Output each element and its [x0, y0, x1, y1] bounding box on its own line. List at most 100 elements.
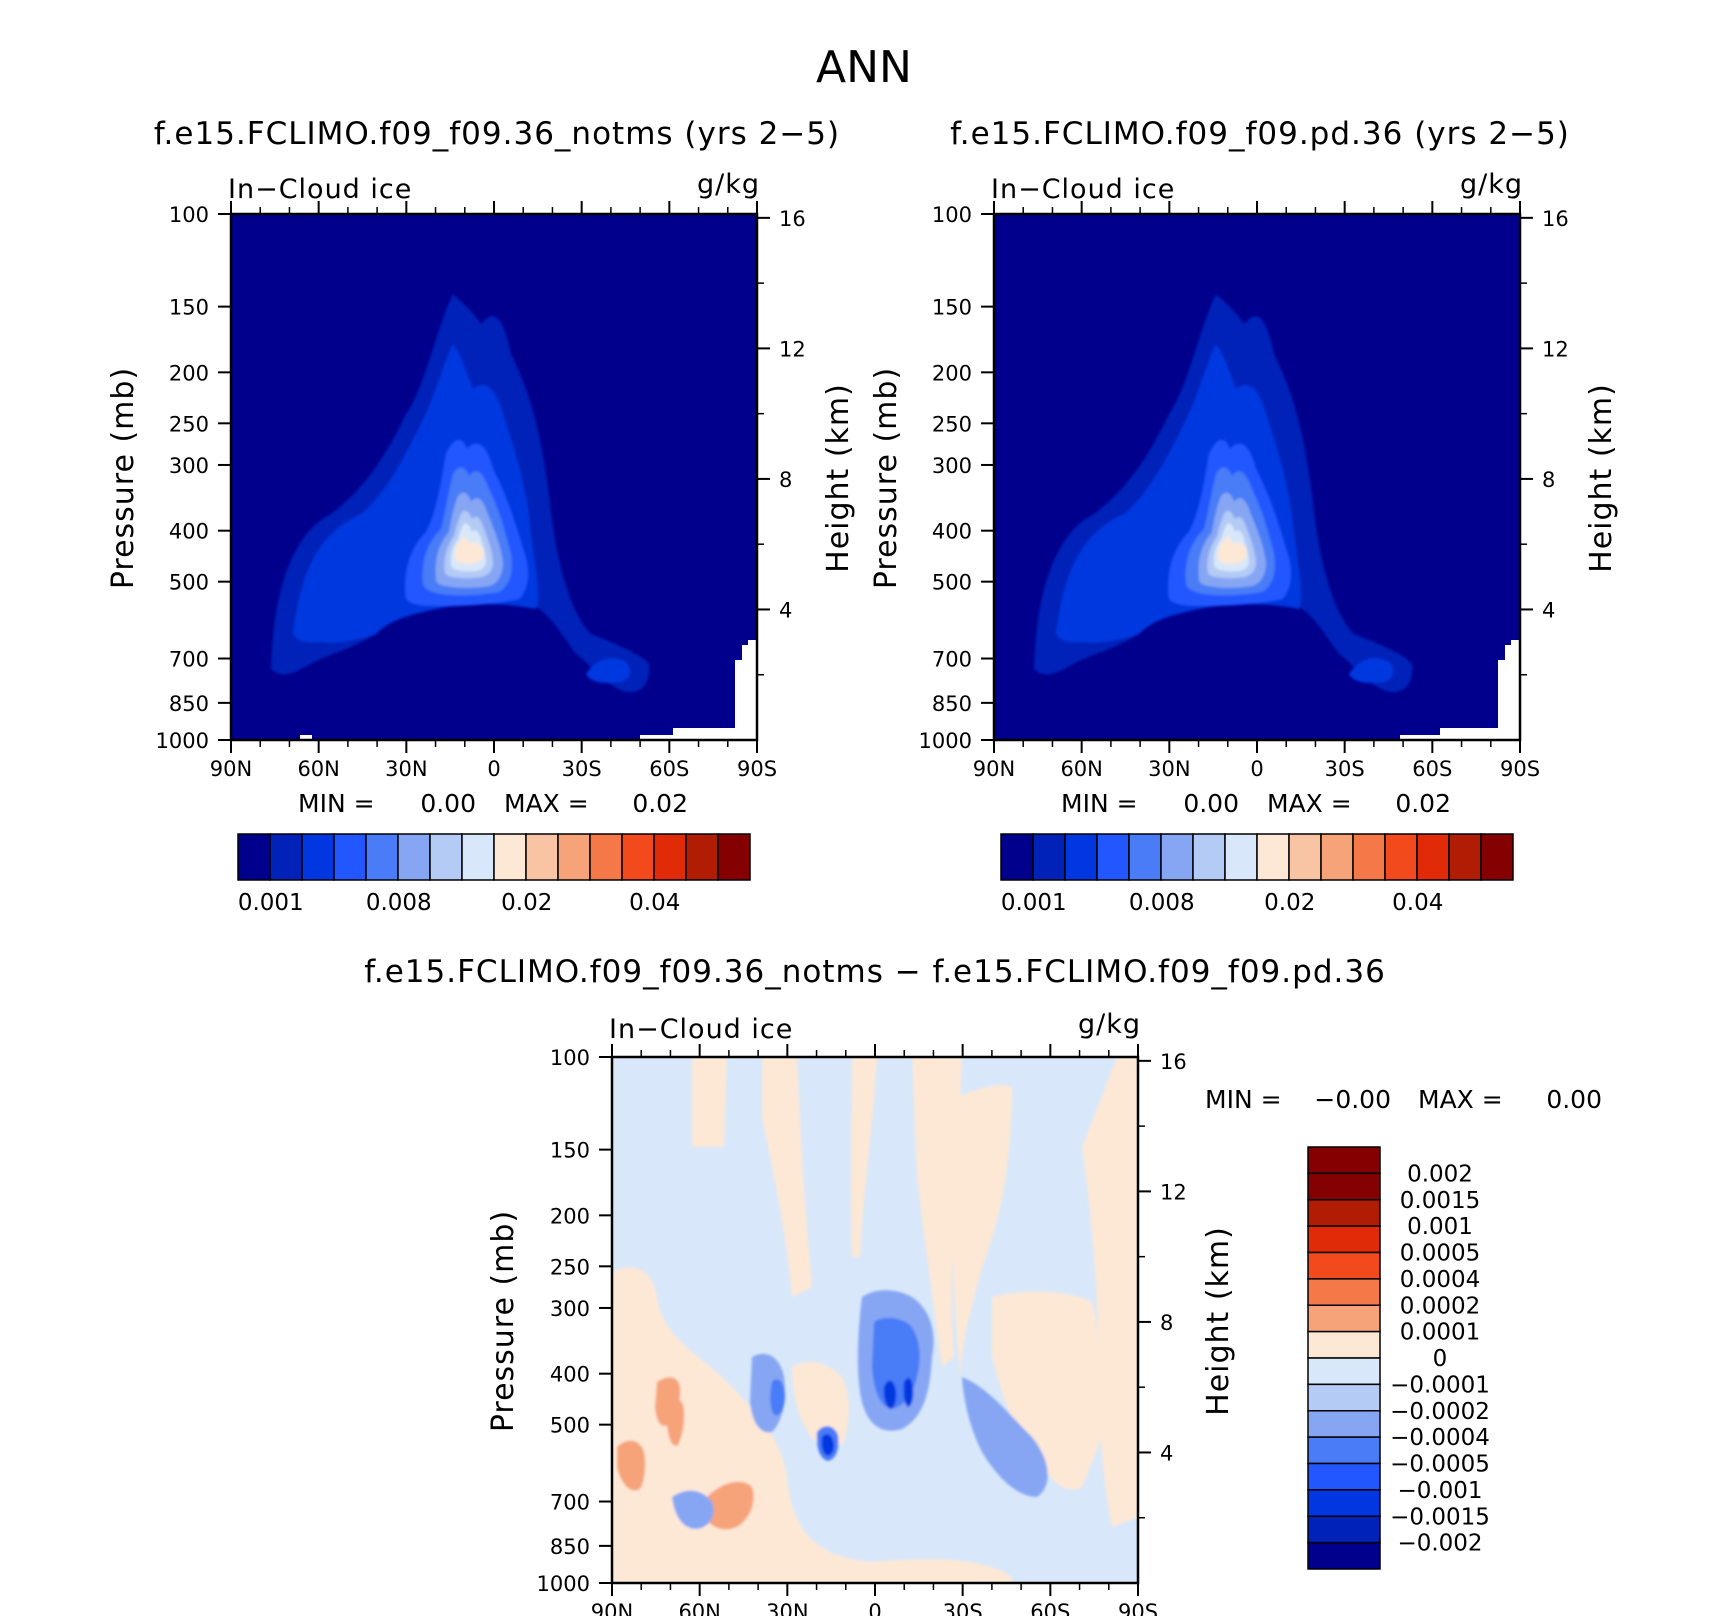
difference-band-7: [1082, 1057, 1138, 1527]
pressure-tick-label: 300: [550, 1297, 590, 1321]
pressure-tick-label: 1000: [537, 1572, 590, 1596]
main-title: ANN: [816, 42, 912, 93]
colorbar-swatch: [493, 833, 527, 881]
colorbar-swatch: [461, 833, 495, 881]
colorbar-swatch: [1307, 1330, 1381, 1359]
height-tick-label: 16: [779, 207, 806, 231]
colorbar-swatch: [1192, 833, 1226, 881]
panel-2-ylabel: Pressure (mb): [869, 367, 904, 589]
pressure-tick-label: 150: [550, 1139, 590, 1163]
lat-tick-label: 60N: [678, 1600, 720, 1616]
lat-tick-label: 90S: [1118, 1600, 1158, 1616]
panel-2-units-label: g/kg: [1460, 169, 1523, 200]
panel-3-variable-label: In−Cloud ice: [609, 1014, 793, 1045]
colorbar-swatch: [1307, 1462, 1381, 1491]
panel-2-min-value: 0.00: [1183, 789, 1239, 818]
panel-3-title: f.e15.FCLIMO.f09_f09.36_notms − f.e15.FC…: [364, 954, 1386, 990]
panel-2-colorbar: 0.001 0.008 0.02 0.04: [1000, 833, 1514, 916]
pressure-tick-label: 150: [169, 296, 209, 320]
contour-band-fill: [1349, 658, 1394, 684]
lat-tick-label: 30S: [562, 757, 602, 781]
colorbar-swatch: [1307, 1383, 1381, 1412]
colorbar-swatch: [397, 833, 431, 881]
colorbar-label: 0.001: [1407, 1214, 1473, 1240]
panel-2-min-label: MIN =: [1061, 789, 1138, 818]
pressure-tick-label: 250: [932, 412, 972, 436]
lat-tick-label: 90N: [210, 757, 252, 781]
colorbar-swatch: [1307, 1436, 1381, 1465]
panel-1-min-label: MIN =: [298, 789, 375, 818]
panel-1: f.e15.FCLIMO.f09_f09.36_notms (yrs 2−5) …: [106, 116, 856, 916]
colorbar-label: 0.02: [1264, 890, 1315, 916]
colorbar-swatch: [365, 833, 399, 881]
colorbar-swatch: [1288, 833, 1322, 881]
lat-tick-label: 90S: [1500, 757, 1540, 781]
colorbar-swatch: [717, 833, 751, 881]
pressure-tick-label: 500: [932, 571, 972, 595]
colorbar-label: 0.0015: [1400, 1188, 1480, 1214]
colorbar-label: −0.0002: [1390, 1399, 1490, 1425]
colorbar-label: 0: [1433, 1346, 1448, 1372]
colorbar-label: 0.04: [629, 890, 680, 916]
colorbar-swatch: [1307, 1278, 1381, 1306]
colorbar-label: 0.02: [501, 890, 552, 916]
lat-tick-label: 60N: [1060, 757, 1102, 781]
difference-band-8: [792, 1361, 849, 1448]
panel-1-max-value: 0.02: [632, 789, 688, 818]
panel-3-ylabel: Pressure (mb): [486, 1210, 521, 1432]
colorbar-swatch: [1160, 833, 1194, 881]
colorbar-swatch: [621, 833, 655, 881]
pressure-tick-label: 100: [550, 1046, 590, 1070]
difference-band-21: [821, 1434, 834, 1456]
colorbar-swatch: [429, 833, 463, 881]
pressure-tick-label: 200: [932, 361, 972, 385]
pressure-tick-label: 200: [169, 361, 209, 385]
contour-band-8: [1349, 658, 1394, 684]
lat-tick-label: 60S: [649, 757, 689, 781]
colorbar-swatch: [1307, 1357, 1381, 1386]
panel-3: f.e15.FCLIMO.f09_f09.36_notms − f.e15.FC…: [364, 954, 1602, 1621]
colorbar-swatch: [1352, 833, 1386, 881]
panel-1-colorbar: 0.001 0.008 0.02 0.04: [237, 833, 751, 916]
panel-2-title: f.e15.FCLIMO.f09_f09.pd.36 (yrs 2−5): [950, 116, 1570, 152]
pressure-tick-label: 850: [169, 692, 209, 716]
lat-tick-label: 0: [868, 1600, 881, 1616]
colorbar-label: −0.002: [1397, 1531, 1482, 1557]
panel-1-units-label: g/kg: [697, 169, 760, 200]
pressure-tick-label: 500: [169, 571, 209, 595]
pressure-tick-label: 1000: [156, 729, 209, 753]
panel-1-title: f.e15.FCLIMO.f09_f09.36_notms (yrs 2−5): [154, 116, 840, 152]
pressure-tick-label: 400: [169, 520, 209, 544]
colorbar-label: −0.0004: [1390, 1425, 1490, 1451]
contour-band-fill: [586, 658, 631, 684]
panel-3-plot-area: [612, 1057, 1138, 1583]
colorbar-label: 0.04: [1392, 890, 1443, 916]
lat-tick-label: 30S: [1325, 757, 1365, 781]
height-tick-label: 12: [1160, 1180, 1187, 1204]
height-tick-label: 4: [1542, 598, 1555, 622]
colorbar-label: 0.0004: [1400, 1267, 1480, 1293]
colorbar-label: 0.0001: [1400, 1320, 1480, 1346]
panel-2-variable-label: In−Cloud ice: [991, 174, 1175, 205]
panel-1-missing-data: [300, 640, 757, 740]
colorbar-swatch: [333, 833, 367, 881]
colorbar-swatch: [1416, 833, 1450, 881]
panel-2-max-value: 0.02: [1395, 789, 1451, 818]
lat-tick-label: 30N: [1148, 757, 1190, 781]
difference-band-22: [903, 1377, 914, 1407]
colorbar-swatch: [1384, 833, 1418, 881]
height-tick-label: 16: [1542, 207, 1569, 231]
colorbar-label: 0.001: [1001, 890, 1067, 916]
panel-1-variable-label: In−Cloud ice: [228, 174, 412, 205]
lat-tick-label: 60S: [1412, 757, 1452, 781]
difference-band-2: [851, 1057, 877, 1257]
panel-2-contours: [1034, 294, 1413, 693]
panel-1-max-label: MAX =: [504, 789, 589, 818]
pressure-tick-label: 700: [932, 648, 972, 672]
colorbar-swatch: [1096, 833, 1130, 881]
colorbar-swatch: [269, 833, 303, 881]
colorbar-swatch: [1307, 1172, 1381, 1201]
panel-3-y2label: Height (km): [1201, 1226, 1236, 1416]
lat-tick-label: 90S: [737, 757, 777, 781]
